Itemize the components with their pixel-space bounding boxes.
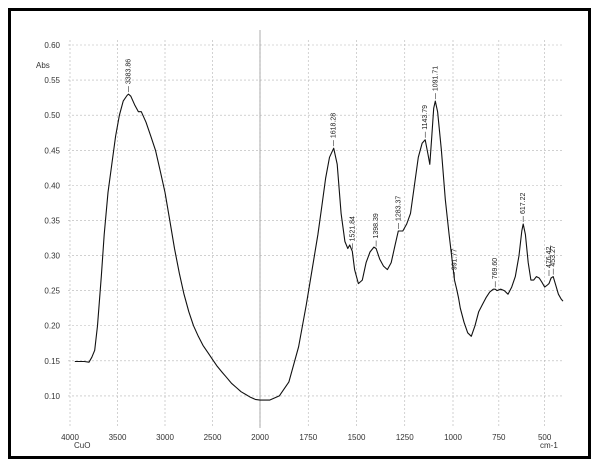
x-axis-unit-label: cm-1 [540, 441, 558, 450]
peak-annotations: 3383.86 1618.28 1521.84 1398.39 1283.37 1143.… [126, 59, 557, 288]
y-tick-labels: 0.60 0.55 0.50 0.45 0.40 0.35 0.30 0.25 0.20 0.15… [44, 41, 60, 401]
y-tick-label: 0.20 [44, 322, 60, 331]
peak-label: 1398.39 [373, 213, 380, 238]
x-tick-label: 750 [492, 433, 506, 442]
y-tick-label: 0.45 [44, 146, 60, 155]
peak-label: 1521.84 [349, 216, 356, 241]
chart-frame [8, 8, 591, 459]
y-tick-label: 0.10 [44, 392, 60, 401]
peak-label: 1091.71 [432, 66, 439, 91]
y-tick-label: 0.25 [44, 287, 60, 296]
x-tick-label: 1250 [396, 433, 414, 442]
x-tick-label: 500 [538, 433, 552, 442]
y-tick-label: 0.40 [44, 181, 60, 190]
x-tick-label: 1000 [444, 433, 462, 442]
x-tick-label: 3500 [109, 433, 127, 442]
y-tick-label: 0.50 [44, 111, 60, 120]
peak-label: 453.27 [550, 245, 557, 267]
peak-label: 1618.28 [331, 113, 338, 138]
x-tick-label: 4000 [61, 433, 79, 442]
peak-label: 991.77 [452, 249, 459, 271]
peak-label: 3383.86 [126, 59, 133, 84]
x-tick-labels: 4000 3500 3000 2500 2000 1750 1500 1250 1000 750 5… [61, 433, 552, 442]
sample-label: CuO [74, 441, 90, 450]
y-tick-label: 0.35 [44, 216, 60, 225]
spectrum-line [74, 93, 564, 401]
peak-label: 769.60 [492, 258, 499, 280]
grid-lines [68, 40, 563, 428]
x-tick-label: 2500 [204, 433, 222, 442]
x-tick-label: 1500 [348, 433, 366, 442]
x-tick-label: 3000 [156, 433, 174, 442]
peak-label: 617.22 [520, 192, 527, 214]
y-tick-label: 0.15 [44, 357, 60, 366]
peak-label: 1283.37 [395, 196, 402, 221]
y-tick-label: 0.30 [44, 252, 60, 261]
y-tick-label: 0.55 [44, 76, 60, 85]
peak-label: 476.42 [546, 246, 553, 268]
peak-label: 1143.79 [422, 105, 429, 130]
x-tick-label: 2000 [251, 433, 269, 442]
y-tick-label: 0.60 [44, 41, 60, 50]
x-tick-label: 1750 [299, 433, 317, 442]
y-axis-label: Abs [36, 61, 50, 70]
